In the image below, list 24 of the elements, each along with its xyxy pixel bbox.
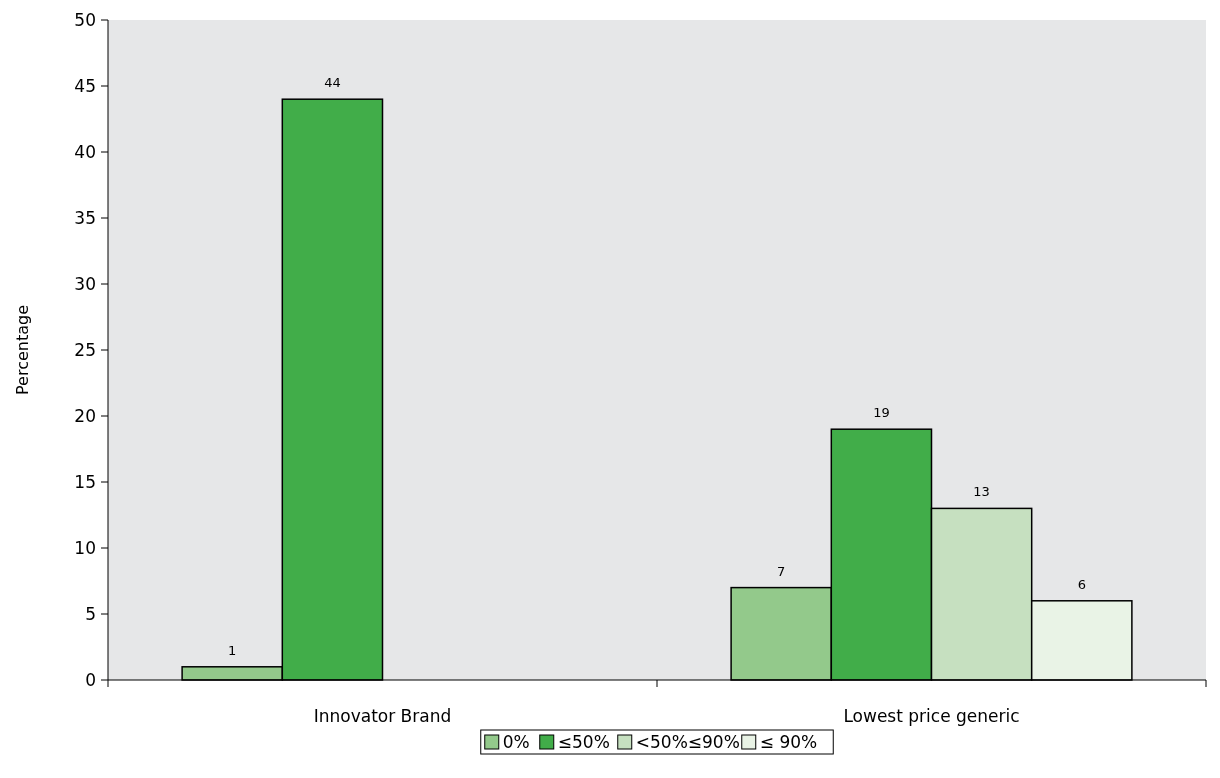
y-tick-label: 45 [74,75,96,96]
x-tick-label: Lowest price generic [843,706,1020,726]
y-tick-label: 5 [85,603,96,624]
x-tick-label: Innovator Brand [313,706,452,726]
data-label: 1 [228,642,237,658]
data-label: 7 [777,563,786,579]
legend-label: ≤ 90% [759,731,818,752]
data-label: 19 [873,405,890,421]
y-tick-label: 0 [85,669,96,690]
y-tick-label: 40 [74,141,96,162]
y-tick-label: 35 [74,207,96,228]
y-tick-label: 20 [74,405,96,426]
y-tick-label: 50 [74,9,96,30]
y-tick-label: 25 [74,339,96,360]
data-label: 44 [324,75,341,91]
legend-label: <50%≤90% [635,731,740,752]
y-tick-label: 10 [74,537,96,558]
y-axis-title: Percentage [13,304,32,396]
y-tick-label: 15 [74,471,96,492]
data-label: 13 [973,484,990,500]
data-label: 6 [1077,576,1086,592]
legend-label: 0% [502,731,530,752]
legend-label: ≤50% [557,731,610,752]
y-tick-label: 30 [74,273,96,294]
